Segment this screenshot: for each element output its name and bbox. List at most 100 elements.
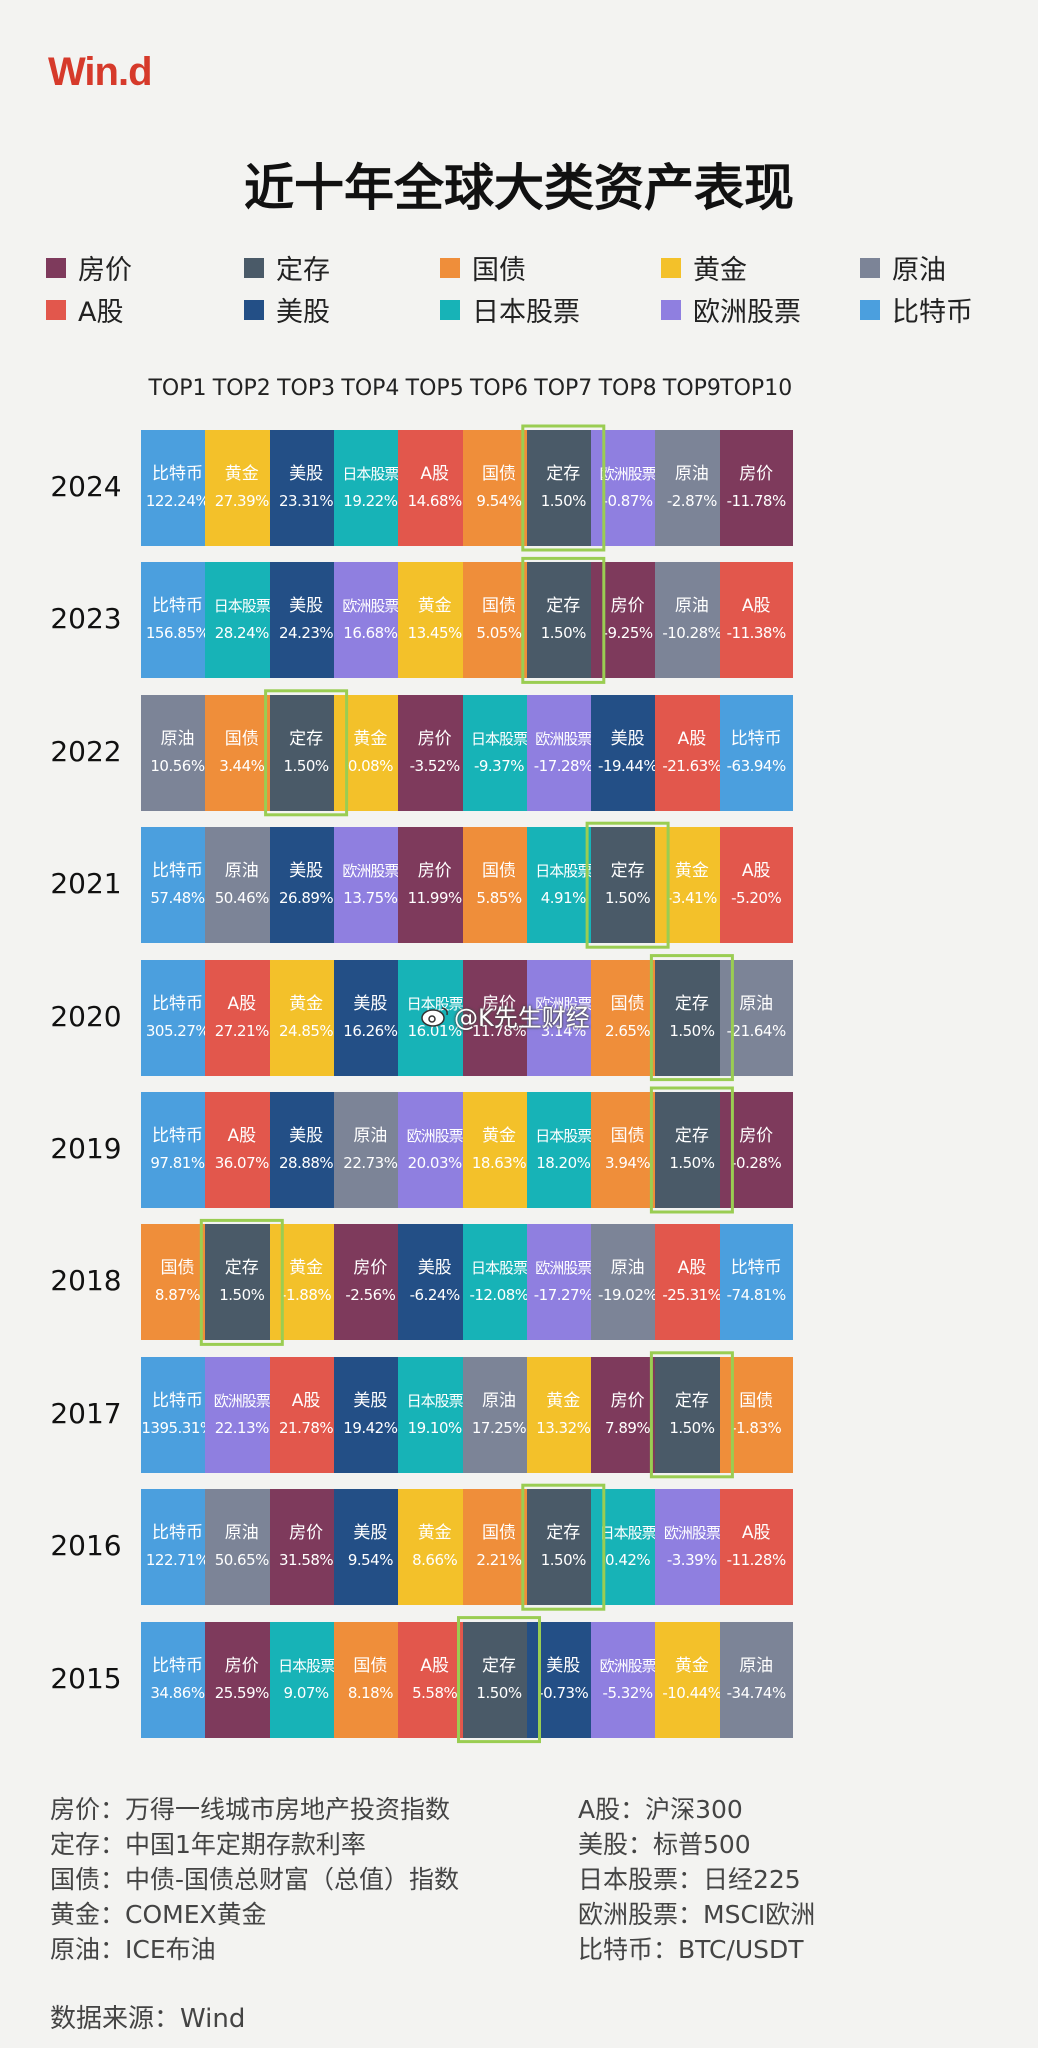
asset-return: -2.56% <box>345 1286 396 1305</box>
asset-cell: 黄金 -1.88% <box>269 1224 343 1341</box>
asset-cell: 原油 50.46% <box>205 827 279 944</box>
note-right: 日本股票：日经225 <box>578 1865 801 1894</box>
asset-name: 定存 <box>482 1655 516 1676</box>
asset-name: 美股 <box>289 464 324 484</box>
asset-return: 8.66% <box>412 1551 458 1570</box>
legend-label: 原油 <box>892 255 946 286</box>
asset-return: 1.50% <box>540 492 587 510</box>
asset-name: 原油 <box>224 861 259 882</box>
asset-name: A股 <box>227 993 257 1014</box>
asset-cell: 黄金 8.66% <box>398 1489 472 1606</box>
column-header: TOP4 <box>341 376 400 401</box>
asset-name: A股 <box>420 464 449 484</box>
asset-cell: 美股 24.23% <box>269 562 343 679</box>
asset-cell: 房价 -2.56% <box>333 1224 407 1341</box>
asset-return: -3.39% <box>666 1551 718 1570</box>
asset-return: 8.18% <box>347 1683 394 1702</box>
asset-return: 57.48% <box>150 889 205 908</box>
year-label: 2016 <box>50 1529 122 1563</box>
asset-name: 房价 <box>739 1126 774 1146</box>
asset-return: 1.50% <box>605 889 651 908</box>
asset-name: 日本股票 <box>278 1656 335 1675</box>
legend-item: 房价 <box>46 248 132 287</box>
asset-cell: 比特币 -63.94% <box>719 694 793 811</box>
asset-name: 欧洲股票 <box>342 597 399 616</box>
asset-name: 原油 <box>610 1258 645 1279</box>
asset-cell: 定存 1.50% <box>526 430 600 546</box>
asset-return: 27.39% <box>214 492 270 510</box>
asset-cell: 美股 19.42% <box>333 1356 407 1473</box>
asset-return: -5.32% <box>602 1683 654 1702</box>
asset-cell: A股 21.78% <box>269 1356 343 1473</box>
asset-return: 16.68% <box>343 624 398 643</box>
asset-return: 22.13% <box>214 1418 270 1437</box>
asset-cell: A股 -25.31% <box>655 1224 729 1341</box>
asset-cell: A股 14.68% <box>398 430 472 546</box>
asset-return: 0.08% <box>347 756 394 775</box>
asset-return: 1.50% <box>219 1286 265 1305</box>
asset-return: 24.23% <box>278 624 334 643</box>
asset-cell: 美股 -0.73% <box>526 1621 600 1738</box>
year-label: 2020 <box>50 999 122 1033</box>
asset-cell: 欧洲股票 -17.27% <box>526 1224 600 1341</box>
asset-name: 定存 <box>546 596 581 617</box>
asset-name: 日本股票 <box>342 465 399 483</box>
asset-name: 黄金 <box>417 1523 452 1544</box>
asset-return: 9.54% <box>347 1551 394 1570</box>
asset-name: 黄金 <box>546 1390 581 1411</box>
asset-cell: 欧洲股票 20.03% <box>398 1092 472 1208</box>
asset-return: 13.75% <box>343 889 398 908</box>
asset-name: 日本股票 <box>213 597 271 616</box>
asset-name: 日本股票 <box>406 1391 464 1410</box>
asset-name: A股 <box>291 1390 321 1411</box>
asset-cell: 原油 50.65% <box>205 1489 279 1606</box>
asset-name: 原油 <box>739 1655 774 1676</box>
column-header: TOP5 <box>405 376 464 401</box>
legend-item: 欧洲股票 <box>661 290 801 329</box>
asset-name: 国债 <box>610 993 645 1014</box>
asset-name: 房价 <box>610 596 645 617</box>
asset-return: -34.74% <box>726 1683 787 1702</box>
asset-return: 7.89% <box>605 1418 651 1437</box>
deposit-highlight <box>521 556 606 684</box>
note-left: 原油：ICE布油 <box>50 1935 216 1964</box>
asset-return: 5.85% <box>476 889 522 908</box>
asset-return: 3.44% <box>219 756 265 775</box>
asset-name: 定存 <box>546 464 581 484</box>
asset-cell: 美股 23.31% <box>269 430 343 546</box>
asset-name: 比特币 <box>152 861 203 882</box>
asset-return: 50.46% <box>214 889 270 908</box>
asset-cell: 欧洲股票 16.68% <box>333 562 407 679</box>
note-left: 黄金：COMEX黄金 <box>50 1900 267 1929</box>
asset-cell: 黄金 13.32% <box>526 1356 600 1473</box>
asset-cell: 黄金 0.08% <box>333 694 407 811</box>
asset-return: 8.87% <box>154 1286 201 1305</box>
asset-return: -19.02% <box>598 1286 658 1305</box>
asset-return: 1.50% <box>669 1021 715 1040</box>
watermark-text: @K先生财经 <box>454 1004 590 1032</box>
asset-name: 美股 <box>417 1258 452 1279</box>
legend-item: 比特币 <box>860 290 973 329</box>
asset-cell: 欧洲股票 -17.28% <box>526 694 600 811</box>
asset-cell: 国债 9.54% <box>462 430 536 546</box>
deposit-highlight <box>649 1351 734 1479</box>
year-label: 2021 <box>50 867 122 901</box>
asset-return: 50.65% <box>214 1551 270 1570</box>
asset-name: 国债 <box>482 464 516 484</box>
note-right: 美股：标普500 <box>578 1830 751 1859</box>
asset-cell: 原油 -10.28% <box>655 562 729 679</box>
asset-cell: 原油 -19.02% <box>591 1224 665 1341</box>
asset-return: 2.21% <box>476 1551 522 1570</box>
asset-cell: 原油 -21.64% <box>719 959 793 1076</box>
legend-label: A股 <box>78 297 124 328</box>
year-label: 2022 <box>50 734 122 768</box>
asset-return: 156.85% <box>145 624 210 643</box>
asset-return: 11.99% <box>407 889 463 908</box>
asset-name: 欧洲股票 <box>213 1391 271 1410</box>
asset-return: 19.22% <box>343 492 398 510</box>
legend-label: 日本股票 <box>472 297 580 328</box>
asset-cell: 美股 16.26% <box>333 959 407 1076</box>
asset-return: 10.56% <box>150 756 205 775</box>
asset-return: -63.94% <box>726 756 787 775</box>
watermark: @K先生财经 <box>420 998 590 1033</box>
